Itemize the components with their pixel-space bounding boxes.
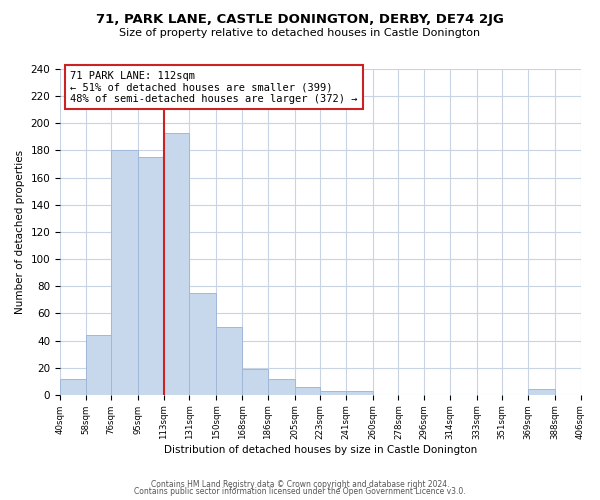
Bar xyxy=(111,150,138,395)
Bar xyxy=(217,327,242,395)
Bar xyxy=(242,369,268,395)
Bar xyxy=(528,390,555,395)
Text: Contains public sector information licensed under the Open Government Licence v3: Contains public sector information licen… xyxy=(134,487,466,496)
Bar xyxy=(138,158,164,395)
Text: Contains HM Land Registry data © Crown copyright and database right 2024.: Contains HM Land Registry data © Crown c… xyxy=(151,480,449,489)
Y-axis label: Number of detached properties: Number of detached properties xyxy=(15,150,25,314)
Text: 71 PARK LANE: 112sqm
← 51% of detached houses are smaller (399)
48% of semi-deta: 71 PARK LANE: 112sqm ← 51% of detached h… xyxy=(70,70,358,104)
Bar xyxy=(86,335,111,395)
Bar xyxy=(346,391,373,395)
Bar xyxy=(320,391,346,395)
X-axis label: Distribution of detached houses by size in Castle Donington: Distribution of detached houses by size … xyxy=(164,445,477,455)
Bar xyxy=(190,293,217,395)
Bar xyxy=(295,386,320,395)
Bar xyxy=(268,378,295,395)
Text: 71, PARK LANE, CASTLE DONINGTON, DERBY, DE74 2JG: 71, PARK LANE, CASTLE DONINGTON, DERBY, … xyxy=(96,12,504,26)
Bar xyxy=(164,133,190,395)
Bar xyxy=(60,378,86,395)
Text: Size of property relative to detached houses in Castle Donington: Size of property relative to detached ho… xyxy=(119,28,481,38)
